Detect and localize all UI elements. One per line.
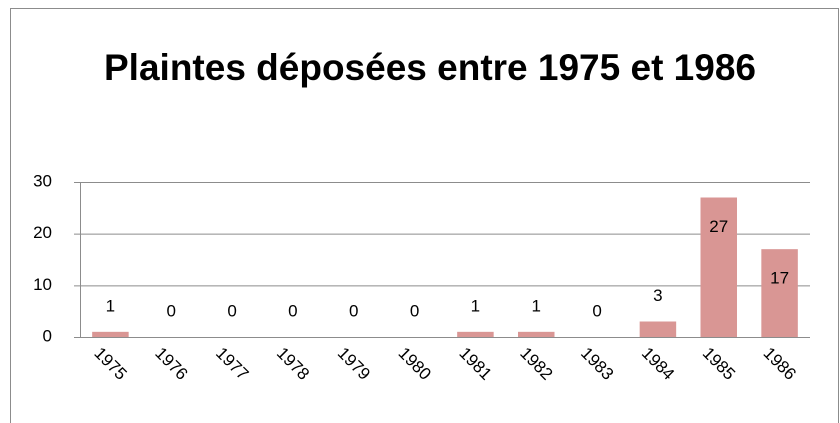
y-tick-label: 30: [33, 171, 52, 190]
data-label: 0: [410, 301, 419, 320]
x-tick-label: 1982: [516, 344, 556, 384]
data-label: 0: [227, 301, 236, 320]
x-tick-label: 1978: [273, 344, 313, 384]
bar: [518, 331, 555, 337]
data-label: 27: [709, 217, 728, 236]
y-tick-label: 10: [33, 275, 52, 294]
bar: [761, 249, 798, 337]
data-label: 0: [592, 301, 601, 320]
x-tick-label: 1984: [638, 344, 678, 384]
x-tick-label: 1975: [90, 344, 130, 384]
x-tick-label: 1976: [151, 344, 191, 384]
bar: [700, 197, 737, 337]
bar: [639, 321, 677, 337]
chart-title: Plaintes déposées entre 1975 et 1986: [104, 47, 756, 88]
x-tick-label: 1986: [760, 344, 800, 384]
x-tick-label: 1980: [395, 344, 435, 384]
data-label: 1: [106, 296, 115, 315]
data-label: 1: [471, 296, 480, 315]
x-tick-label: 1985: [699, 344, 739, 384]
x-tick-label: 1981: [455, 344, 495, 384]
data-label: 1: [532, 296, 541, 315]
data-label: 0: [288, 301, 297, 320]
data-label: 0: [349, 301, 358, 320]
y-tick-label: 20: [33, 223, 52, 242]
bar: [457, 331, 494, 337]
data-label: 3: [653, 286, 662, 305]
data-label: 17: [770, 269, 789, 288]
bar: [92, 331, 129, 337]
data-label: 0: [167, 301, 176, 320]
x-tick-label: 1983: [577, 344, 617, 384]
x-tick-label: 1977: [212, 344, 252, 384]
y-tick-label: 0: [43, 326, 52, 345]
chart-border: [10, 8, 839, 423]
x-tick-label: 1979: [334, 344, 374, 384]
